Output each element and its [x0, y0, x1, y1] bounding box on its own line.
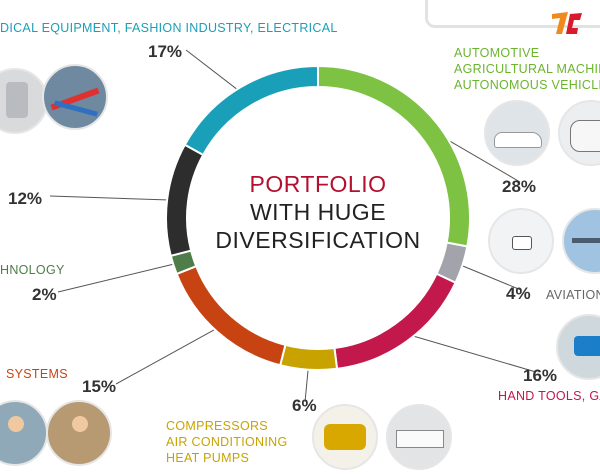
brand-logo: [552, 12, 582, 34]
label-automotive-line3: AUTONOMOUS VEHICLE: [454, 78, 600, 92]
label-compressors-line1: COMPRESSORS: [166, 419, 268, 433]
air-conditioner-photo: [386, 404, 452, 470]
donut-slice-medical: [183, 64, 319, 157]
label-compressors: COMPRESSORS AIR CONDITIONING HEAT PUMPS: [166, 418, 287, 466]
leader-line-hand-tools: [401, 331, 537, 373]
center-title-line3: DIVERSIFICATION: [215, 227, 421, 253]
pct-compressors: 6%: [292, 396, 317, 415]
pct-medical: 17%: [148, 42, 183, 61]
label-technology: HNOLOGY: [0, 263, 65, 277]
donut-slice-hand-tools: [333, 272, 457, 370]
leader-line-medical: [185, 49, 247, 97]
compressor-photo: [312, 404, 378, 470]
pct-technology: 2%: [32, 285, 57, 304]
wiring-photo: [42, 64, 108, 130]
donut-slice-security: [175, 264, 287, 367]
pct-electronics: 12%: [8, 189, 43, 208]
center-title-line2: WITH HUGE: [249, 199, 387, 225]
label-compressors-line2: AIR CONDITIONING: [166, 435, 288, 449]
leader-line-aviation: [452, 261, 522, 291]
leader-lines: [49, 49, 537, 403]
drone-photo: [488, 208, 554, 274]
label-automotive: AUTOMOTIVE AGRICULTURAL MACHIN AUTONOMOU…: [454, 45, 600, 93]
pct-automotive: 28%: [502, 177, 537, 196]
power-tool-photo: [556, 314, 600, 380]
leader-line-security: [115, 323, 225, 385]
label-automotive-line2: AGRICULTURAL MACHIN: [454, 62, 600, 76]
leader-line-electronics: [49, 195, 178, 201]
donut-slice-compressors: [278, 343, 339, 371]
pct-hand-tools: 16%: [523, 366, 558, 385]
label-compressors-line3: HEAT PUMPS: [166, 451, 250, 465]
donut-slices: [165, 64, 471, 371]
label-security: SYSTEMS: [6, 367, 68, 381]
pct-aviation: 4%: [506, 284, 531, 303]
label-medical: DICAL EQUIPMENT, FASHION INDUSTRY, ELECT…: [0, 21, 338, 35]
pct-security: 15%: [82, 377, 117, 396]
center-title-line1: PORTFOLIO: [249, 171, 387, 197]
center-title: PORTFOLIO WITH HUGE DIVERSIFICATION: [196, 170, 440, 254]
car-photo: [484, 100, 550, 166]
label-automotive-line1: AUTOMOTIVE: [454, 46, 540, 60]
shooting-range-photo: [46, 400, 112, 466]
label-aviation: AVIATION: [546, 288, 600, 302]
label-hand-tools: HAND TOOLS, GA: [498, 389, 600, 403]
leader-line-technology: [57, 261, 184, 293]
